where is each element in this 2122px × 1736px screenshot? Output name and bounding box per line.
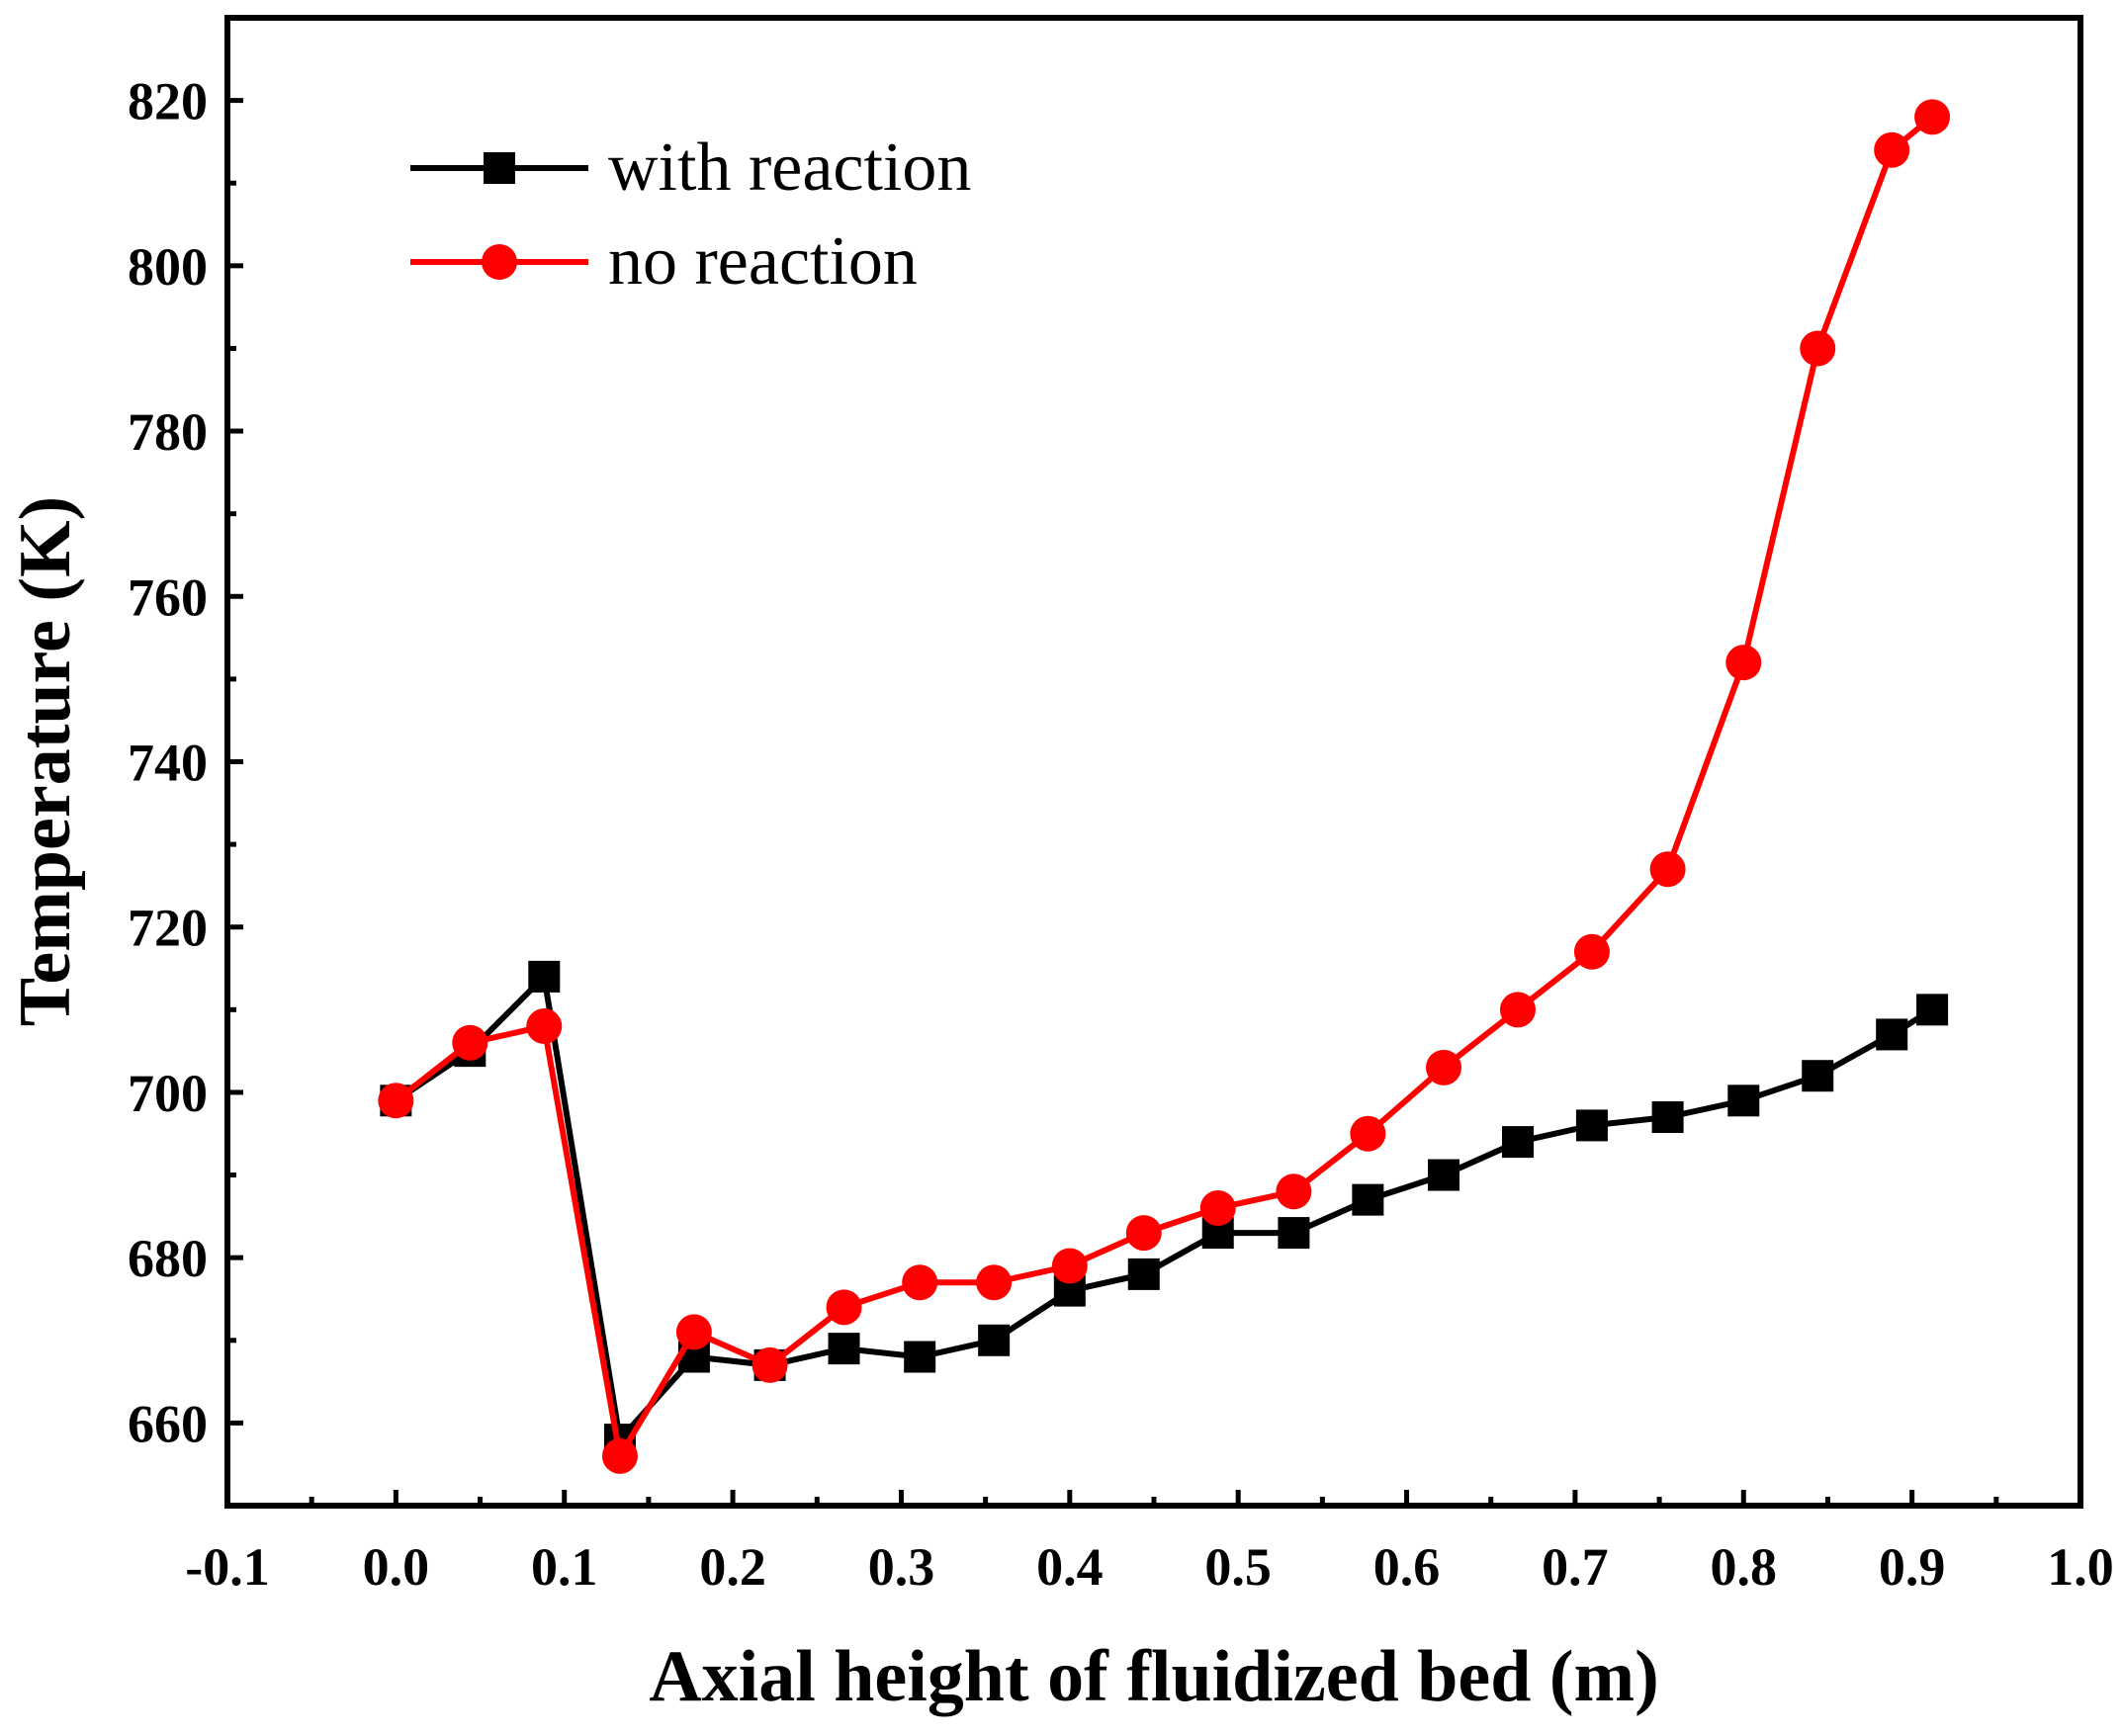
- x-tick-label: 0.7: [1542, 1537, 1609, 1597]
- data-point: [828, 1333, 860, 1365]
- data-point: [1278, 1217, 1310, 1250]
- data-point: [1916, 994, 1949, 1026]
- data-point: [1727, 1085, 1760, 1117]
- x-tick-label: 0.8: [1711, 1537, 1778, 1597]
- data-point: [976, 1264, 1013, 1301]
- data-point: [1125, 1215, 1162, 1252]
- data-point: [378, 1083, 414, 1119]
- data-point: [826, 1289, 862, 1326]
- data-point: [1573, 933, 1610, 970]
- data-point: [1649, 851, 1686, 888]
- data-point: [1914, 99, 1951, 135]
- data-point: [526, 1008, 563, 1045]
- legend-marker-no-reaction: [482, 244, 517, 280]
- x-tick-label: -0.1: [185, 1537, 269, 1597]
- data-point: [1276, 1173, 1312, 1210]
- data-point: [1874, 131, 1910, 168]
- y-tick-labels: 660 680 700 720 740 760 780 800 820: [128, 72, 208, 1454]
- y-tick-label: 680: [128, 1229, 208, 1288]
- data-point: [1051, 1248, 1088, 1284]
- data-point: [902, 1264, 938, 1301]
- data-point: [1127, 1258, 1160, 1290]
- y-tick-label: 700: [128, 1064, 208, 1123]
- data-point: [1426, 1049, 1462, 1085]
- data-point: [1800, 330, 1836, 367]
- series-line: [394, 973, 1934, 1443]
- x-axis-title: Axial height of fluidized bed (m): [649, 1636, 1659, 1717]
- x-tick-label: 0.5: [1204, 1537, 1272, 1597]
- series-with-reaction: [380, 960, 1949, 1456]
- series-layer: [378, 99, 1951, 1474]
- data-point: [1501, 1126, 1534, 1159]
- legend-label-no-reaction: no reaction: [608, 223, 918, 300]
- x-tick-label: 0.1: [531, 1537, 598, 1597]
- x-tick-label: 0.9: [1879, 1537, 1946, 1597]
- legend-label-with-reaction: with reaction: [608, 130, 971, 206]
- data-point: [452, 1024, 488, 1061]
- data-point: [1350, 1115, 1386, 1152]
- legend-marker-with-reaction: [484, 152, 515, 184]
- y-tick-label: 760: [128, 567, 208, 627]
- data-point: [1876, 1018, 1908, 1051]
- data-point: [978, 1324, 1011, 1356]
- data-point: [675, 1314, 712, 1350]
- x-tick-label: 0.4: [1036, 1537, 1104, 1597]
- data-point: [1499, 992, 1536, 1028]
- data-point: [528, 960, 561, 993]
- axis-ticks: [224, 15, 2083, 1509]
- y-axis-title: Temperature (K): [5, 496, 86, 1026]
- y-tick-label: 740: [128, 734, 208, 793]
- data-point: [1428, 1159, 1460, 1191]
- data-point: [1575, 1109, 1608, 1142]
- data-point: [752, 1346, 788, 1383]
- x-tick-label: 0.3: [868, 1537, 935, 1597]
- y-tick-label: 660: [128, 1394, 208, 1453]
- x-tick-label: 0.2: [699, 1537, 766, 1597]
- data-point: [1725, 645, 1762, 681]
- data-point: [1651, 1101, 1684, 1134]
- data-point: [1199, 1190, 1236, 1226]
- y-tick-label: 720: [128, 899, 208, 958]
- x-tick-label: 0.6: [1373, 1537, 1441, 1597]
- y-tick-label: 820: [128, 72, 208, 131]
- y-tick-label: 800: [128, 237, 208, 297]
- x-tick-label: 1.0: [2047, 1537, 2114, 1597]
- data-point: [904, 1341, 936, 1373]
- series-no-reaction: [378, 99, 1951, 1474]
- legend: with reaction no reaction: [410, 130, 971, 300]
- data-point: [1802, 1060, 1834, 1092]
- x-tick-label: 0.0: [363, 1537, 430, 1597]
- y-tick-label: 780: [128, 402, 208, 462]
- x-tick-labels: -0.1 0.0 0.1 0.2 0.3 0.4 0.5 0.6 0.7 0.8 0.9 1.0: [185, 1537, 2113, 1597]
- series-line: [394, 114, 1935, 1459]
- data-point: [601, 1437, 638, 1474]
- data-point: [1352, 1183, 1384, 1216]
